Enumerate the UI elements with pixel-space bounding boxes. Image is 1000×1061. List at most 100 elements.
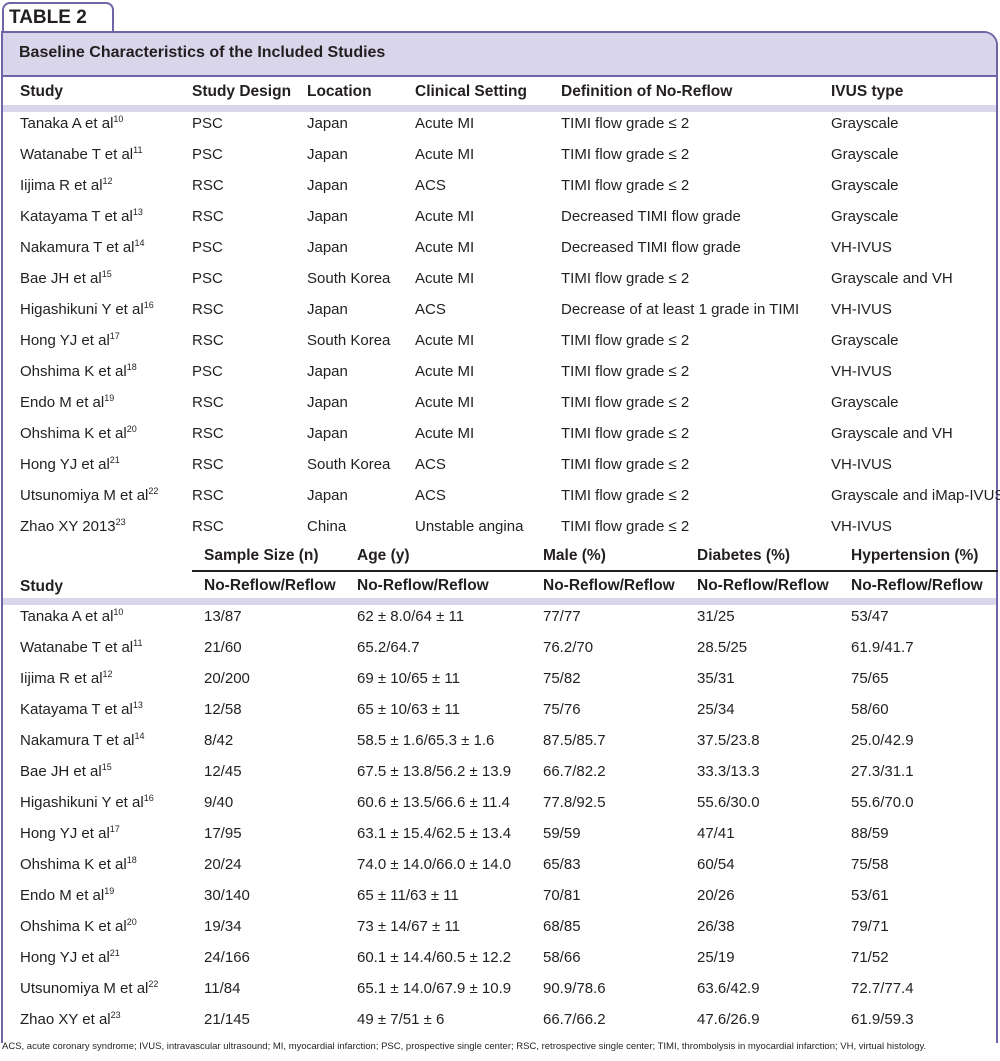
table-cell: 30/140 [204, 887, 250, 904]
study-name: Hong YJ et al [20, 949, 110, 966]
table-cell: 20/200 [204, 670, 250, 687]
reference: 15 [101, 762, 112, 772]
table-cell: Acute MI [415, 332, 475, 349]
table-cell: 61.9/59.3 [851, 1011, 914, 1028]
reference: 13 [132, 207, 143, 217]
table-cell: Acute MI [415, 270, 475, 287]
table-cell: 70/81 [543, 887, 581, 904]
reference: 18 [126, 855, 137, 865]
study-name: Hong YJ et al [20, 456, 110, 473]
table-cell: 21/60 [204, 639, 242, 656]
column-header: Age (y) [357, 547, 410, 564]
study-cell: Ohshima K et al20 [20, 424, 137, 444]
table-cell: TIMI flow grade ≤ 2 [561, 363, 690, 380]
column-header: Study [20, 83, 64, 100]
reference: 15 [101, 269, 112, 279]
table-cell: 47.6/26.9 [697, 1011, 760, 1028]
table-cell: 65.1 ± 14.0/67.9 ± 10.9 [357, 980, 512, 997]
table-cell: 88/59 [851, 825, 889, 842]
study-name: Utsunomiya M et al [20, 980, 149, 997]
table-cell: 11/84 [204, 980, 241, 997]
table-cell: Japan [307, 394, 348, 411]
study-name: Endo M et al [20, 394, 105, 411]
table-cell: 53/47 [851, 608, 889, 625]
table-cell: TIMI flow grade ≤ 2 [561, 332, 690, 349]
table-cell: 35/31 [697, 670, 735, 687]
table-cell: 63.1 ± 15.4/62.5 ± 13.4 [357, 825, 512, 842]
column-header: Definition of No-Reflow [561, 83, 733, 100]
table-cell: VH-IVUS [831, 518, 892, 535]
table-cell: Acute MI [415, 394, 475, 411]
table-cell: TIMI flow grade ≤ 2 [561, 146, 690, 163]
study-name: Iijima R et al [20, 177, 103, 194]
table-cell: South Korea [307, 270, 391, 287]
reference: 13 [132, 700, 143, 710]
column-header: Study Design [192, 83, 292, 100]
table-cell: VH-IVUS [831, 301, 892, 318]
table-cell: 65/83 [543, 856, 581, 873]
table-cell: 47/41 [697, 825, 735, 842]
column-header: Clinical Setting [415, 83, 527, 100]
study-name: Iijima R et al [20, 670, 103, 687]
table-cell: Grayscale [831, 394, 899, 411]
table-cell: 75/65 [851, 670, 889, 687]
table-cell: RSC [192, 456, 224, 473]
table-cell: Decrease of at least 1 grade in TIMI [561, 301, 800, 318]
table-cell: South Korea [307, 332, 391, 349]
table-cell: Acute MI [415, 115, 475, 132]
study-name: Zhao XY et al [20, 1011, 111, 1028]
footnote: ACS, acute coronary syndrome; IVUS, intr… [2, 1041, 927, 1052]
study-cell: Tanaka A et al10 [20, 607, 123, 627]
study-cell: Hong YJ et al21 [20, 948, 120, 968]
table-cell: ACS [415, 177, 446, 194]
table-cell: 62 ± 8.0/64 ± 11 [357, 608, 465, 625]
reference: 11 [133, 638, 143, 648]
study-cell: Zhao XY 201323 [20, 517, 126, 537]
column-header: Diabetes (%) [697, 547, 791, 564]
table-cell: 25/34 [697, 701, 735, 718]
table-cell: Japan [307, 208, 348, 225]
study-name: Watanabe T et al [20, 639, 134, 656]
column-subheader: No-Reflow/Reflow [697, 577, 829, 594]
table-cell: 25/19 [697, 949, 735, 966]
study-cell: Tanaka A et al10 [20, 114, 123, 134]
table-cell: 75/82 [543, 670, 581, 687]
study-name: Zhao XY 2013 [20, 518, 116, 535]
column-header: Location [307, 83, 372, 100]
reference: 10 [113, 114, 124, 124]
study-name: Ohshima K et al [20, 425, 127, 442]
table-cell: 75/76 [543, 701, 581, 718]
study-cell: Higashikuni Y et al16 [20, 300, 154, 320]
reference: 11 [133, 145, 143, 155]
reference: 20 [126, 917, 137, 927]
table-cell: ACS [415, 301, 446, 318]
table-cell: 65 ± 10/63 ± 11 [357, 701, 460, 718]
table-cell: Grayscale and VH [831, 425, 953, 442]
table-cell: Japan [307, 425, 348, 442]
table-cell: ACS [415, 456, 446, 473]
study-cell: Endo M et al19 [20, 886, 114, 906]
header-rule [192, 570, 998, 572]
table-cell: 27.3/31.1 [851, 763, 914, 780]
table-cell: 60.6 ± 13.5/66.6 ± 11.4 [357, 794, 510, 811]
column-subheader: No-Reflow/Reflow [851, 577, 983, 594]
study-cell: Watanabe T et al11 [20, 145, 142, 165]
table-cell: Japan [307, 146, 348, 163]
table-cell: 20/26 [697, 887, 735, 904]
table-cell: South Korea [307, 456, 391, 473]
reference: 22 [148, 486, 159, 496]
study-name: Ohshima K et al [20, 856, 127, 873]
table-cell: TIMI flow grade ≤ 2 [561, 425, 690, 442]
table-cell: 65.2/64.7 [357, 639, 420, 656]
study-cell: Nakamura T et al14 [20, 238, 145, 258]
table-cell: 49 ± 7/51 ± 6 [357, 1011, 445, 1028]
table-cell: 63.6/42.9 [697, 980, 760, 997]
table-cell: Acute MI [415, 425, 475, 442]
column-header: Hypertension (%) [851, 547, 979, 564]
study-name: Bae JH et al [20, 270, 102, 287]
reference: 12 [102, 669, 113, 679]
table-cell: TIMI flow grade ≤ 2 [561, 115, 690, 132]
study-cell: Utsunomiya M et al22 [20, 979, 158, 999]
study-cell: Hong YJ et al17 [20, 824, 120, 844]
table-cell: 17/95 [204, 825, 242, 842]
